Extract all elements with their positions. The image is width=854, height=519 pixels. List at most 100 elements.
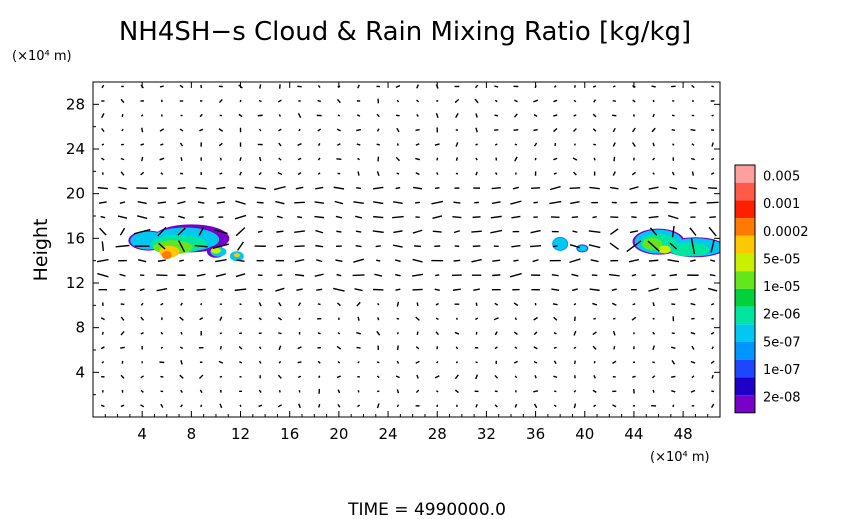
wind-vector (455, 113, 459, 118)
wind-vector (668, 288, 679, 291)
wind-vector (553, 360, 557, 365)
wind-vector (317, 303, 321, 306)
wind-vector (415, 129, 420, 132)
wind-vector (393, 244, 403, 248)
wind-vector (160, 143, 164, 146)
wind-vector (613, 346, 616, 350)
wind-vector (199, 113, 203, 118)
y-tick-label: 16 (66, 229, 85, 247)
wind-vector (569, 187, 581, 190)
wind-vector (552, 303, 558, 306)
wind-vector (199, 128, 204, 132)
wind-vector (357, 84, 360, 89)
wind-vector (278, 128, 282, 132)
wind-vector (258, 389, 262, 393)
wind-vector (356, 187, 361, 190)
colorbar-swatch (735, 235, 755, 254)
wind-vector (298, 317, 301, 320)
wind-vector (612, 114, 617, 117)
wind-vector (510, 200, 522, 205)
wind-vector (490, 229, 503, 234)
wind-vector (553, 404, 557, 408)
wind-vector (137, 201, 147, 205)
colorbar-swatch (735, 359, 755, 378)
wind-vector (436, 404, 439, 408)
wind-vector (258, 360, 262, 364)
wind-vector (376, 171, 380, 177)
wind-vector (591, 274, 598, 277)
wind-vector (376, 361, 380, 364)
wind-vector (688, 186, 698, 190)
wind-vector (273, 185, 286, 191)
wind-vector (571, 288, 578, 292)
wind-vector (200, 84, 203, 89)
wind-vector (118, 186, 127, 190)
wind-vector (297, 375, 302, 379)
wind-vector (689, 227, 697, 236)
wind-vector (194, 244, 208, 248)
wind-vector (513, 129, 519, 132)
wind-vector (120, 98, 125, 104)
wind-vector (612, 404, 617, 408)
wind-vector (435, 302, 439, 306)
wind-vector (355, 230, 362, 233)
wind-vector (710, 259, 716, 263)
wind-vector (297, 157, 302, 161)
wind-vector (511, 215, 521, 219)
wind-vector (140, 114, 144, 117)
wind-vector (553, 172, 557, 175)
wind-vector (196, 273, 206, 277)
wind-vector (612, 85, 616, 88)
wind-vector (212, 243, 230, 249)
colorbar-label: 0.0002 (763, 225, 809, 240)
wind-vector (160, 302, 164, 306)
wind-vector (121, 114, 124, 117)
wind-vector (297, 112, 302, 119)
wind-vector (140, 331, 144, 335)
wind-vector (115, 244, 130, 248)
wind-vector (219, 316, 223, 321)
wind-vector (257, 114, 263, 117)
wind-vector (672, 404, 675, 408)
wind-vector (494, 143, 498, 146)
wind-vector (631, 273, 637, 277)
wind-vector (553, 127, 558, 133)
wind-vector (494, 302, 499, 306)
wind-vector (592, 302, 598, 306)
wind-vector (612, 360, 617, 364)
colorbar-swatch (735, 200, 755, 219)
wind-vector (395, 186, 401, 190)
wind-vector (258, 302, 262, 307)
wind-vector (671, 390, 676, 393)
wind-vector (628, 258, 639, 263)
x-axis: 4 8 12 16 20 24 28 32 36 40 44 48 (104, 82, 709, 443)
wind-vector (632, 303, 636, 306)
wind-vector (530, 187, 541, 190)
wind-vector (652, 345, 655, 351)
wind-vector (416, 374, 419, 379)
cloud-outer (577, 245, 588, 252)
wind-vector (632, 375, 636, 378)
wind-vector (258, 346, 262, 350)
wind-vector (336, 375, 341, 379)
wind-vector (494, 374, 499, 379)
wind-vector (711, 374, 714, 379)
wind-vector (494, 346, 498, 350)
wind-vector (352, 274, 365, 277)
wind-vector (218, 142, 223, 147)
wind-vector (589, 288, 600, 292)
wind-vector (100, 404, 105, 408)
wind-vector (671, 171, 675, 176)
wind-vector (198, 216, 204, 219)
wind-vector (219, 172, 223, 175)
wind-vector (275, 200, 285, 205)
wind-vector (395, 375, 400, 379)
colorbar-swatch (735, 271, 755, 289)
wind-vector (239, 171, 242, 176)
wind-vector (395, 156, 400, 162)
wind-vector (356, 331, 361, 335)
wind-vector (588, 244, 601, 249)
wind-vector (336, 345, 342, 350)
wind-vector (452, 215, 462, 219)
wind-vector (492, 259, 501, 262)
